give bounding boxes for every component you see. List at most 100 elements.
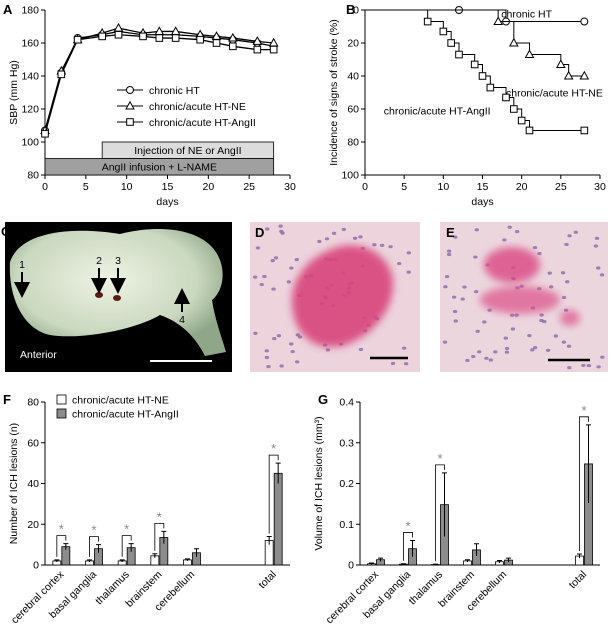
y-tick-label: 80 (347, 137, 359, 149)
cell-nucleus (477, 350, 482, 354)
y-axis-label: Volume of ICH lesions (mm³) (313, 416, 325, 550)
cell-nucleus (388, 245, 393, 249)
significance-bracket (435, 464, 445, 562)
panel-d: D (250, 222, 420, 372)
error-bar (152, 553, 158, 558)
panel-e: E (440, 222, 608, 372)
marker (139, 32, 147, 41)
marker (510, 105, 518, 113)
significance-star: * (437, 451, 442, 466)
cell-nucleus (452, 309, 458, 314)
error-bar (194, 548, 199, 557)
error-bar (442, 472, 447, 537)
cell-nucleus (325, 348, 331, 352)
cell-nucleus (509, 313, 515, 317)
y-tick-label: 0.4 (339, 397, 354, 409)
marker (439, 27, 448, 36)
cell-nucleus (573, 230, 579, 234)
legend-label: chronic/acute HT-AngII (149, 117, 256, 129)
marker (493, 16, 504, 26)
legend-label: chronic HT (149, 85, 200, 97)
significance-star: * (405, 519, 410, 534)
y-tick-label: 160 (21, 38, 39, 50)
error-bar (275, 462, 281, 484)
x-tick-label: 25 (555, 181, 567, 193)
series-label: chronic HT (501, 8, 552, 20)
significance-star: * (271, 441, 276, 456)
significance-bracket (89, 536, 99, 557)
cell-nucleus (271, 287, 276, 291)
cell-nucleus (493, 350, 498, 354)
cell-nucleus (527, 333, 532, 338)
cell-nucleus (265, 227, 270, 231)
cell-nucleus (565, 280, 570, 284)
error-bar (465, 559, 470, 563)
arrow-label: 1 (19, 259, 25, 271)
series-label: chronic/acute HT-AngII (384, 106, 491, 118)
hemorrhage (113, 295, 121, 301)
y-tick-label: 0.1 (339, 519, 354, 531)
panel-c: 1 2 3 4 Anterior C (1, 222, 232, 372)
marker (155, 34, 164, 42)
cell-nucleus (358, 235, 363, 239)
panel-label: D (255, 225, 264, 240)
cell-nucleus (473, 289, 479, 294)
error-bar (96, 544, 101, 553)
series-line (44, 30, 274, 131)
cell-nucleus (272, 337, 277, 341)
cell-nucleus (530, 348, 535, 352)
error-bar (401, 563, 406, 565)
y-tick-label: 60 (27, 437, 39, 449)
cell-nucleus (403, 362, 409, 366)
cell-nucleus (446, 252, 452, 257)
cell-nucleus (289, 342, 294, 346)
cell-nucleus (539, 318, 544, 323)
error-bar (506, 557, 511, 563)
y-tick-label: 180 (21, 5, 39, 17)
legend-marker (125, 100, 135, 110)
panel-label: E (446, 225, 455, 240)
x-tick-label: 10 (121, 181, 133, 193)
arrow-label: 2 (96, 255, 102, 267)
marker (98, 32, 106, 41)
cell-nucleus (593, 244, 599, 248)
marker (57, 70, 66, 79)
cell-nucleus (488, 358, 493, 362)
y-tick-label: 60 (347, 104, 359, 116)
panel-label: B (346, 2, 355, 17)
marker (563, 70, 574, 80)
error-bar (185, 558, 190, 561)
cell-nucleus (442, 340, 448, 344)
cell-nucleus (484, 356, 489, 360)
cell-nucleus (279, 229, 284, 233)
cell-nucleus (473, 255, 478, 259)
significance-bracket (403, 532, 413, 561)
x-tick-label: total (567, 569, 590, 592)
x-tick-label: cerebral cortex (324, 568, 382, 626)
marker (525, 126, 534, 135)
cell-nucleus (596, 266, 601, 270)
arrow-label: 3 (115, 255, 121, 267)
significance-bracket (268, 454, 279, 534)
cell-nucleus (532, 346, 538, 350)
cell-nucleus (460, 297, 465, 301)
cell-nucleus (401, 346, 407, 350)
marker (227, 32, 238, 42)
cell-nucleus (600, 355, 605, 359)
marker (114, 30, 123, 39)
legend-marker (126, 118, 134, 126)
y-tick-label: 0 (348, 560, 354, 572)
y-tick-label: 40 (27, 478, 39, 490)
error-bar (369, 562, 374, 565)
legend-swatch (56, 408, 67, 419)
panel-label: A (3, 2, 13, 17)
cell-nucleus (264, 355, 270, 360)
y-tick-label: 20 (27, 519, 39, 531)
legend-label: chronic/acute HT-NE (149, 101, 246, 113)
y-axis-label: Number of ICH lesions (n) (8, 423, 20, 544)
panel-label: F (3, 392, 11, 407)
marker (252, 36, 263, 45)
cell-nucleus (253, 331, 258, 335)
error-bar (54, 559, 60, 562)
